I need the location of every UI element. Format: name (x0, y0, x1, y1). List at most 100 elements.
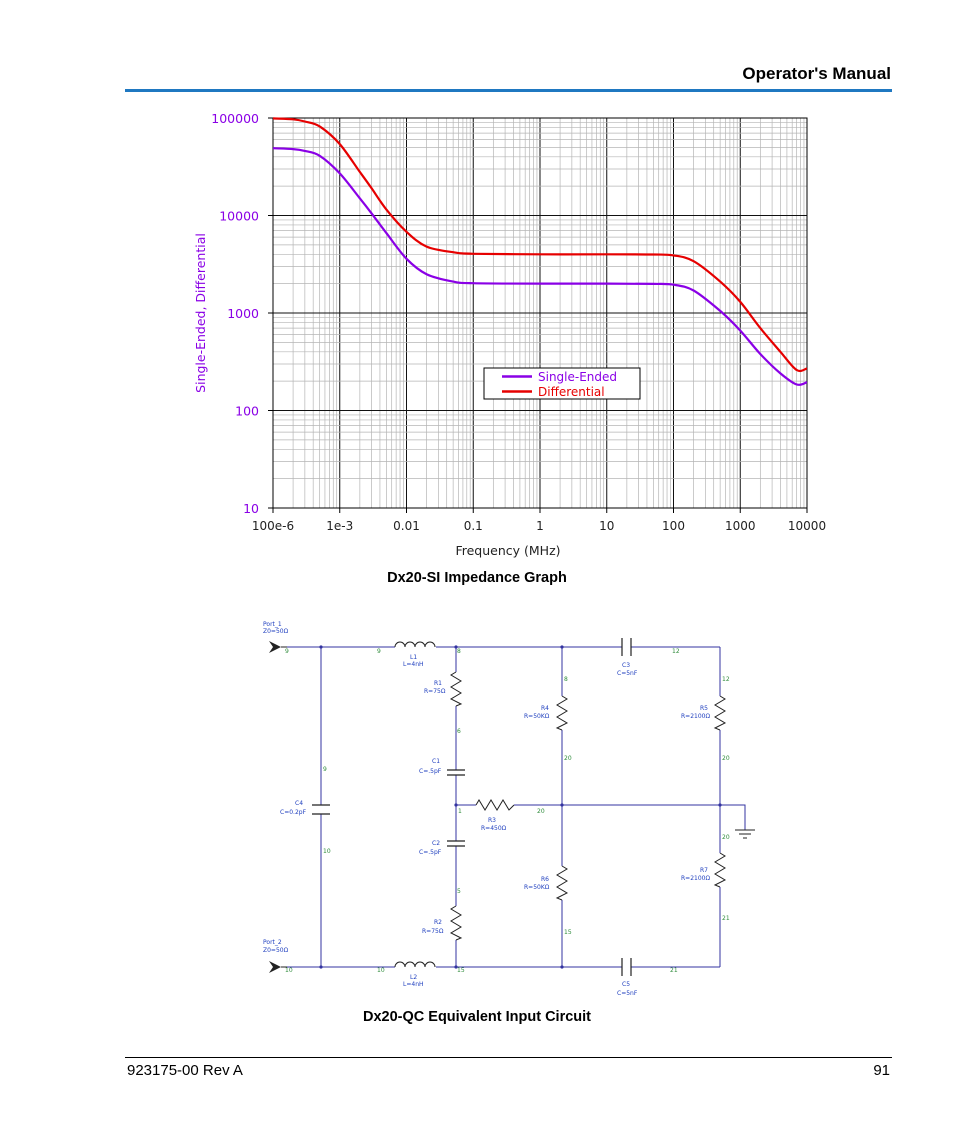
y-tick-label: 1000 (227, 306, 259, 321)
resistors (449, 671, 727, 941)
y-axis-label: Single-Ended, Differential (193, 233, 208, 393)
r3-name: R3 (488, 817, 496, 824)
x-tick-label: 10000 (788, 519, 826, 533)
node-label: 10 (377, 967, 385, 974)
capacitor-c1 (447, 769, 465, 776)
r6-name: R6 (541, 876, 549, 883)
port-2-icon (269, 961, 287, 973)
node-label: 10 (285, 967, 293, 974)
node-label: 9 (323, 766, 327, 773)
resistor-r3 (475, 799, 515, 811)
c1-name: C1 (432, 758, 440, 765)
c3-name: C3 (622, 662, 630, 669)
resistor-r4 (555, 695, 569, 731)
equivalent-circuit: Port_1 Z0=50Ω Port_2 Z0=50Ω L1 L=4nH L2 … (263, 621, 755, 997)
node-label: 8 (457, 648, 461, 655)
node-label: 10 (323, 848, 331, 855)
c3-value: C=5nF (617, 670, 638, 677)
node-label: 21 (670, 967, 678, 974)
inductor-l1 (394, 641, 436, 648)
x-tick-label: 100 (662, 519, 685, 533)
node-label: 5 (457, 888, 461, 895)
resistor-r2 (449, 905, 463, 941)
chart-ticks: 100e-6 1e-3 0.01 0.1 1 10 100 1000 10000 10 100 100… (211, 111, 826, 533)
x-tick-label: 1 (536, 519, 544, 533)
c2-name: C2 (432, 840, 440, 847)
r7-value: R=2100Ω (681, 875, 710, 882)
node-label: 20 (564, 755, 572, 762)
node-label: 9 (285, 648, 289, 655)
chart-legend: Single-Ended Differential (483, 367, 641, 400)
r1-value: R=75Ω (424, 688, 446, 695)
resistor-r7 (713, 852, 727, 888)
series-line-single-ended (272, 147, 808, 386)
y-tick-label: 100 (235, 404, 259, 419)
node-label: 6 (457, 728, 461, 735)
resistor-r5 (713, 695, 727, 731)
y-tick-label: 10 (243, 501, 259, 516)
capacitors (312, 638, 632, 976)
port-2-impedance: Z0=50Ω (263, 947, 289, 954)
r2-value: R=75Ω (422, 928, 444, 935)
l1-value: L=4nH (403, 661, 424, 668)
node-label: 15 (457, 967, 465, 974)
capacitor-c4 (312, 804, 330, 815)
legend-label-differential: Differential (538, 385, 605, 399)
c5-value: C=5nF (617, 990, 638, 997)
footer-rule (125, 1057, 892, 1058)
c1-value: C=.5pF (419, 768, 442, 775)
r4-name: R4 (541, 705, 549, 712)
footer-page-number: 91 (873, 1062, 890, 1079)
inductor-l2 (394, 961, 436, 968)
r5-name: R5 (700, 705, 708, 712)
chart-series (272, 117, 808, 386)
port-1-icon (269, 641, 287, 653)
c2-value: C=.5pF (419, 849, 442, 856)
x-tick-label: 0.1 (464, 519, 483, 533)
r1-name: R1 (434, 680, 442, 687)
port-1-name: Port_1 (263, 621, 282, 628)
resistor-r1 (449, 671, 463, 707)
r6-value: R=50KΩ (524, 884, 550, 891)
node-label: 9 (377, 648, 381, 655)
resistor-r6 (555, 865, 569, 901)
footer-doc-id: 923175-00 Rev A (127, 1062, 243, 1079)
x-tick-label: 100e-6 (252, 519, 294, 533)
junction-dots (319, 645, 722, 969)
node-label: 12 (672, 648, 680, 655)
chart-grid (272, 118, 807, 509)
node-label: 20 (537, 808, 545, 815)
legend-label-single-ended: Single-Ended (538, 370, 617, 384)
inductors (394, 641, 436, 968)
series-line-differential (272, 117, 808, 373)
capacitor-c2 (447, 840, 465, 847)
capacitor-c5 (621, 958, 632, 976)
ground-icon (735, 829, 755, 839)
node-label: 15 (564, 929, 572, 936)
r7-name: R7 (700, 867, 708, 874)
node-label: 20 (722, 834, 730, 841)
r2-name: R2 (434, 919, 442, 926)
x-tick-label: 10 (599, 519, 614, 533)
node-label: 21 (722, 915, 730, 922)
x-tick-label: 1e-3 (326, 519, 353, 533)
y-tick-label: 100000 (211, 111, 259, 126)
port-1-impedance: Z0=50Ω (263, 628, 289, 635)
r5-value: R=2100Ω (681, 713, 710, 720)
capacitor-c3 (621, 638, 632, 656)
r4-value: R=50KΩ (524, 713, 550, 720)
circuit-caption: Dx20-QC Equivalent Input Circuit (363, 1009, 591, 1025)
node-label: 1 (458, 808, 462, 815)
c5-name: C5 (622, 981, 630, 988)
legend-box (483, 367, 641, 400)
node-label: 20 (722, 755, 730, 762)
x-axis-label: Frequency (MHz) (455, 543, 560, 558)
c4-value: C=0.2pF (280, 809, 307, 816)
x-tick-label: 1000 (725, 519, 756, 533)
circuit-wires (287, 646, 746, 968)
chart-caption: Dx20-SI Impedance Graph (387, 570, 567, 586)
y-tick-label: 10000 (219, 209, 259, 224)
l2-value: L=4nH (403, 981, 424, 988)
port-2-name: Port_2 (263, 939, 282, 946)
l2-name: L2 (410, 974, 417, 981)
